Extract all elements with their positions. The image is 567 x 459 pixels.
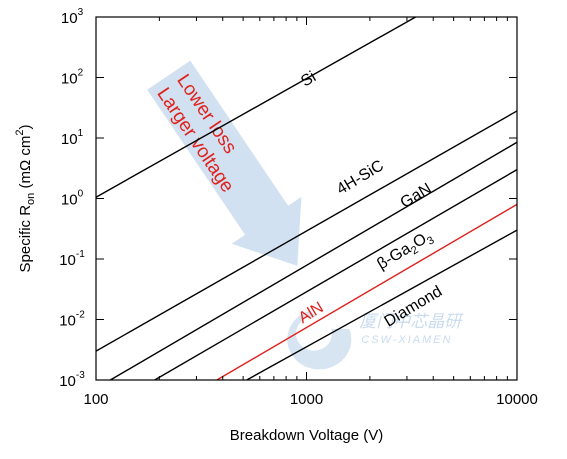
series-line-1	[95, 110, 518, 352]
y-axis-title: Specific Ron (mΩ cm2)	[14, 125, 37, 273]
series-label-4: AlN	[296, 299, 327, 327]
watermark: 厦门中芯晶研 CSW-XIAMEN	[287, 310, 464, 370]
y-tick-label: 103	[61, 7, 84, 27]
series-line-3	[154, 169, 518, 381]
tick-labels: 10-3 10-2 10-1 100 101 102 103 100 1000 10000	[59, 7, 538, 408]
x-tick-label: 10000	[496, 391, 538, 408]
x-tick-label: 1000	[290, 391, 323, 408]
series-label-0: Si	[298, 69, 319, 91]
x-axis-title: Breakdown Voltage (V)	[230, 427, 383, 444]
series-line-2	[109, 141, 518, 381]
y-tick-label: 10-1	[59, 249, 85, 269]
y-tick-label: 101	[61, 128, 84, 148]
y-tick-label: 100	[61, 189, 84, 209]
series-label-1: 4H-SiC	[334, 157, 387, 198]
axis-ticks	[95, 16, 517, 381]
watermark-cn-text: 厦门中芯晶研	[359, 312, 464, 331]
direction-arrow-icon	[147, 60, 302, 266]
watermark-logo-icon	[287, 310, 352, 370]
series-line-0	[95, 16, 416, 198]
series-label-2: GaN	[398, 180, 435, 212]
y-tick-label: 10-2	[59, 310, 85, 330]
series-line-4	[216, 203, 518, 381]
x-tick-label: 100	[83, 391, 108, 408]
series-line-5	[246, 229, 518, 381]
y-tick-label: 10-3	[59, 370, 85, 390]
series-layer	[95, 16, 518, 381]
y-tick-label: 102	[61, 68, 84, 88]
watermark-en-text: CSW-XIAMEN	[361, 334, 452, 346]
